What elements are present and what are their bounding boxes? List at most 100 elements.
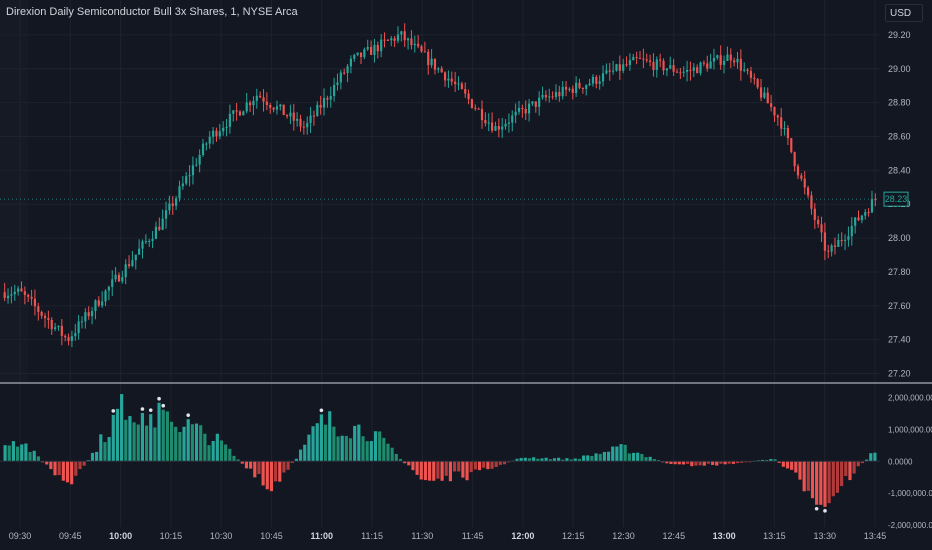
volume-bar <box>498 461 502 465</box>
candle <box>491 122 494 131</box>
volume-bar <box>831 461 835 497</box>
volume-bar <box>523 457 527 462</box>
candle <box>790 138 793 153</box>
volume-peak-dot <box>823 509 827 513</box>
candle <box>763 92 766 98</box>
currency-selector[interactable]: USD <box>885 4 923 22</box>
volume-bar <box>698 461 702 466</box>
candle <box>312 115 316 117</box>
candle <box>316 104 319 117</box>
candle <box>460 83 463 90</box>
candle <box>13 291 16 295</box>
volume-bar <box>361 436 365 462</box>
volume-bar <box>440 461 444 481</box>
price-axis-tick: 27.20 <box>888 369 911 379</box>
candle <box>309 115 312 123</box>
volume-bar <box>781 461 785 467</box>
candle <box>248 102 252 106</box>
volume-bar <box>665 461 669 464</box>
volume-bar <box>611 446 615 462</box>
volume-bar <box>640 453 644 462</box>
volume-bar <box>95 451 99 462</box>
candle <box>272 107 275 110</box>
candle <box>433 58 437 70</box>
candle <box>124 264 127 278</box>
volume-bar <box>673 461 677 465</box>
volume-bar <box>411 461 415 471</box>
volume-bar <box>423 461 428 481</box>
price-axis-tick: 29.00 <box>888 64 911 74</box>
volume-bar <box>477 461 482 471</box>
volume-bar <box>3 445 7 462</box>
volume-bar <box>865 459 869 462</box>
volume-bar <box>311 426 315 462</box>
candle <box>665 68 668 71</box>
volume-bar <box>336 436 340 462</box>
volume-axis-tick: -2,000,000.00 <box>888 521 932 530</box>
volume-bar <box>823 461 827 507</box>
candle <box>608 70 611 72</box>
volume-bar <box>652 459 656 462</box>
candle <box>275 106 279 110</box>
candle <box>17 288 20 292</box>
volume-bar <box>240 461 244 464</box>
candle <box>151 238 154 242</box>
candle <box>682 71 685 73</box>
volume-bar <box>186 419 190 462</box>
time-axis-tick: 10:30 <box>210 531 233 541</box>
candle <box>753 77 756 80</box>
candle <box>447 78 450 81</box>
volume-bar <box>869 453 873 462</box>
candle <box>813 208 816 220</box>
volume-bar <box>681 461 686 465</box>
candle <box>353 54 356 59</box>
volume-bar <box>473 461 477 470</box>
volume-bar <box>319 414 323 462</box>
candle <box>181 183 184 187</box>
volume-bar <box>99 434 103 462</box>
volume-peak-dot <box>161 403 166 408</box>
candle <box>511 115 514 123</box>
candle <box>158 226 161 230</box>
candle <box>359 52 363 57</box>
volume-bar <box>390 447 394 462</box>
candle <box>780 117 783 129</box>
candle <box>467 93 470 100</box>
candle <box>487 122 490 124</box>
volume-bar <box>544 457 548 462</box>
volume-bar <box>86 460 90 462</box>
volume-bar <box>582 455 586 462</box>
candle <box>437 68 440 70</box>
time-axis-tick: 10:15 <box>160 531 183 541</box>
candle <box>117 274 121 282</box>
candle <box>833 245 837 247</box>
volume-peak-dot <box>186 413 191 417</box>
volume-bar <box>386 443 390 462</box>
candle <box>356 52 359 55</box>
candle <box>776 115 779 118</box>
candle <box>860 215 863 221</box>
price-axis-tick: 28.40 <box>888 165 911 175</box>
volume-bar <box>532 457 536 462</box>
candle <box>376 44 379 52</box>
volume-bar <box>153 427 157 462</box>
candle <box>188 175 191 177</box>
volume-bar <box>723 461 727 465</box>
volume-bar <box>452 461 457 472</box>
volume-bar <box>328 411 332 462</box>
candle <box>339 72 342 83</box>
candle <box>672 65 675 72</box>
candle <box>867 212 870 214</box>
volume-bar <box>715 461 719 466</box>
candle <box>494 126 497 131</box>
candle <box>417 43 420 47</box>
candle <box>269 104 272 108</box>
candle <box>817 219 820 225</box>
volume-bar <box>115 408 120 462</box>
volume-bar <box>765 459 769 462</box>
volume-axis-tick: 2,000,000.00 <box>888 394 932 403</box>
candle <box>228 113 231 127</box>
volume-bar <box>536 458 540 462</box>
